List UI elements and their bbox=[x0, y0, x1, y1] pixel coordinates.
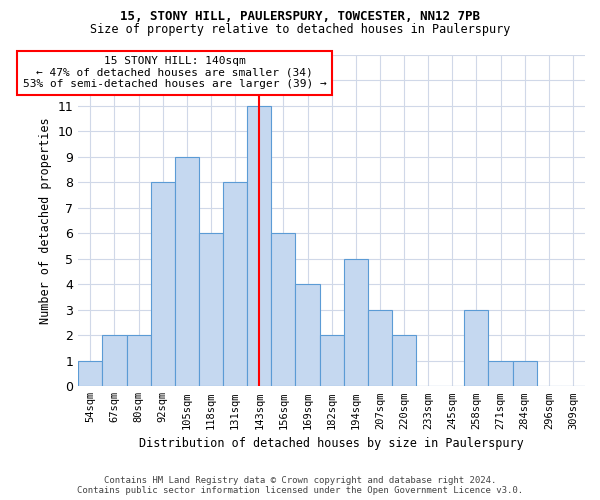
Y-axis label: Number of detached properties: Number of detached properties bbox=[39, 118, 52, 324]
Bar bbox=[175, 157, 199, 386]
Bar bbox=[127, 336, 151, 386]
Text: 15 STONY HILL: 140sqm
← 47% of detached houses are smaller (34)
53% of semi-deta: 15 STONY HILL: 140sqm ← 47% of detached … bbox=[23, 56, 326, 90]
Bar bbox=[247, 106, 271, 386]
Bar bbox=[344, 259, 368, 386]
Bar bbox=[488, 361, 512, 386]
Bar bbox=[103, 336, 127, 386]
Bar bbox=[199, 234, 223, 386]
Bar bbox=[295, 284, 320, 386]
Bar bbox=[320, 336, 344, 386]
Bar bbox=[512, 361, 537, 386]
Text: Contains HM Land Registry data © Crown copyright and database right 2024.
Contai: Contains HM Land Registry data © Crown c… bbox=[77, 476, 523, 495]
Text: Size of property relative to detached houses in Paulerspury: Size of property relative to detached ho… bbox=[90, 22, 510, 36]
Bar bbox=[151, 182, 175, 386]
Bar bbox=[464, 310, 488, 386]
Bar bbox=[271, 234, 295, 386]
Bar bbox=[368, 310, 392, 386]
Bar bbox=[392, 336, 416, 386]
Bar bbox=[79, 361, 103, 386]
Bar bbox=[223, 182, 247, 386]
X-axis label: Distribution of detached houses by size in Paulerspury: Distribution of detached houses by size … bbox=[139, 437, 524, 450]
Text: 15, STONY HILL, PAULERSPURY, TOWCESTER, NN12 7PB: 15, STONY HILL, PAULERSPURY, TOWCESTER, … bbox=[120, 10, 480, 23]
